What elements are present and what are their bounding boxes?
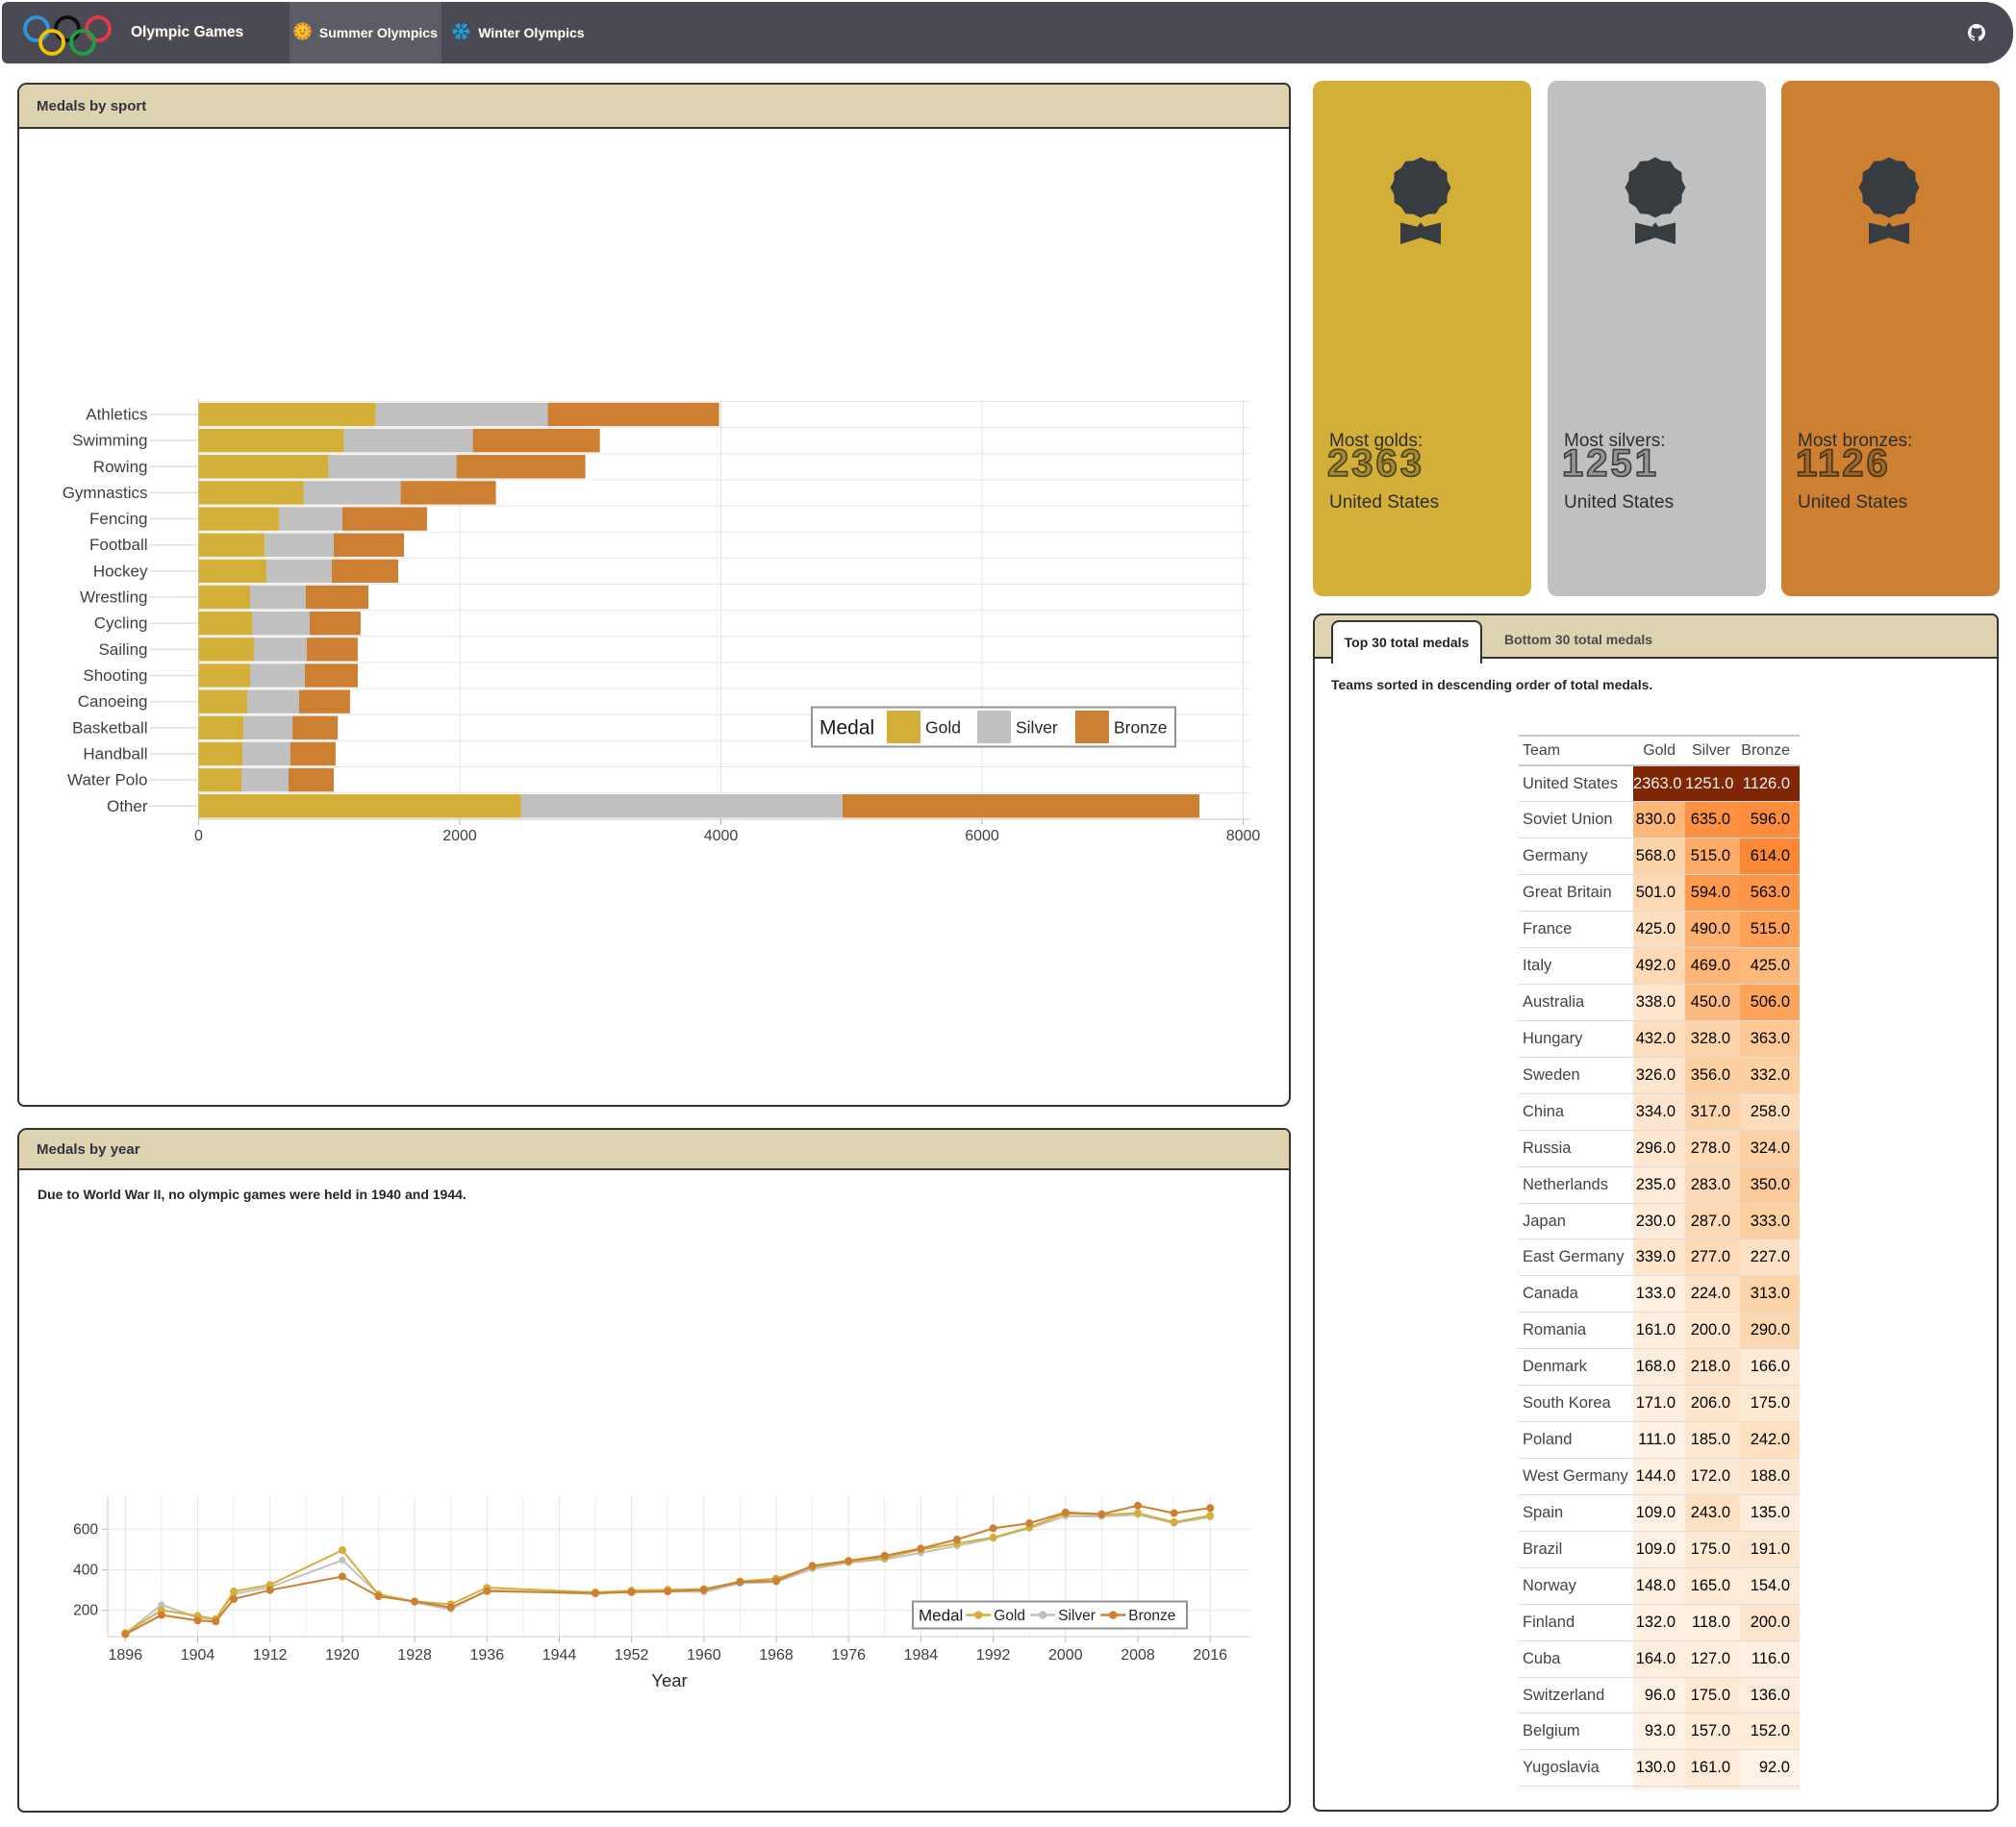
svg-text:Football: Football bbox=[89, 536, 147, 554]
svg-text:Bronze: Bronze bbox=[1114, 718, 1167, 738]
svg-text:Fencing: Fencing bbox=[89, 510, 147, 528]
svg-text:4000: 4000 bbox=[704, 828, 739, 844]
svg-text:0: 0 bbox=[194, 828, 203, 844]
svg-text:1904: 1904 bbox=[181, 1647, 215, 1664]
svg-text:Silver: Silver bbox=[1016, 718, 1058, 738]
svg-text:Hockey: Hockey bbox=[93, 562, 148, 580]
svg-text:1936: 1936 bbox=[470, 1647, 505, 1664]
svg-text:Athletics: Athletics bbox=[86, 406, 147, 424]
svg-text:1912: 1912 bbox=[253, 1647, 288, 1664]
svg-text:8000: 8000 bbox=[1226, 828, 1261, 844]
svg-text:Rowing: Rowing bbox=[93, 458, 148, 476]
svg-text:600: 600 bbox=[73, 1521, 98, 1538]
svg-text:Other: Other bbox=[107, 797, 148, 815]
svg-text:Gold: Gold bbox=[994, 1608, 1025, 1624]
svg-text:200: 200 bbox=[73, 1603, 98, 1619]
svg-text:400: 400 bbox=[73, 1563, 98, 1579]
svg-text:1944: 1944 bbox=[542, 1647, 577, 1664]
svg-text:Sailing: Sailing bbox=[98, 640, 147, 659]
svg-text:Swimming: Swimming bbox=[72, 432, 147, 450]
svg-text:Water Polo: Water Polo bbox=[67, 771, 147, 789]
svg-text:2000: 2000 bbox=[442, 828, 477, 844]
svg-text:Medal: Medal bbox=[819, 717, 874, 739]
svg-text:1920: 1920 bbox=[325, 1647, 360, 1664]
svg-text:2008: 2008 bbox=[1121, 1647, 1155, 1664]
svg-text:1968: 1968 bbox=[759, 1647, 794, 1664]
svg-text:Shooting: Shooting bbox=[83, 666, 147, 685]
svg-text:1960: 1960 bbox=[687, 1647, 721, 1664]
svg-text:Gymnastics: Gymnastics bbox=[63, 484, 148, 502]
svg-text:1928: 1928 bbox=[397, 1647, 432, 1664]
svg-text:1896: 1896 bbox=[109, 1647, 143, 1664]
svg-text:2016: 2016 bbox=[1193, 1647, 1227, 1664]
svg-text:Handball: Handball bbox=[83, 745, 147, 763]
svg-text:Wrestling: Wrestling bbox=[80, 588, 148, 607]
svg-text:1984: 1984 bbox=[904, 1647, 939, 1664]
svg-text:1952: 1952 bbox=[615, 1647, 649, 1664]
svg-text:1976: 1976 bbox=[831, 1647, 866, 1664]
svg-text:2000: 2000 bbox=[1048, 1647, 1083, 1664]
svg-text:Cycling: Cycling bbox=[94, 614, 148, 633]
svg-text:Medal: Medal bbox=[919, 1607, 963, 1625]
svg-text:Bronze: Bronze bbox=[1128, 1608, 1175, 1624]
svg-text:Basketball: Basketball bbox=[72, 718, 147, 737]
svg-text:Canoeing: Canoeing bbox=[78, 692, 148, 711]
svg-text:Gold: Gold bbox=[925, 718, 961, 738]
svg-text:Silver: Silver bbox=[1058, 1608, 1096, 1624]
svg-text:6000: 6000 bbox=[965, 828, 999, 844]
svg-text:Year: Year bbox=[651, 1670, 687, 1690]
svg-text:1992: 1992 bbox=[976, 1647, 1011, 1664]
